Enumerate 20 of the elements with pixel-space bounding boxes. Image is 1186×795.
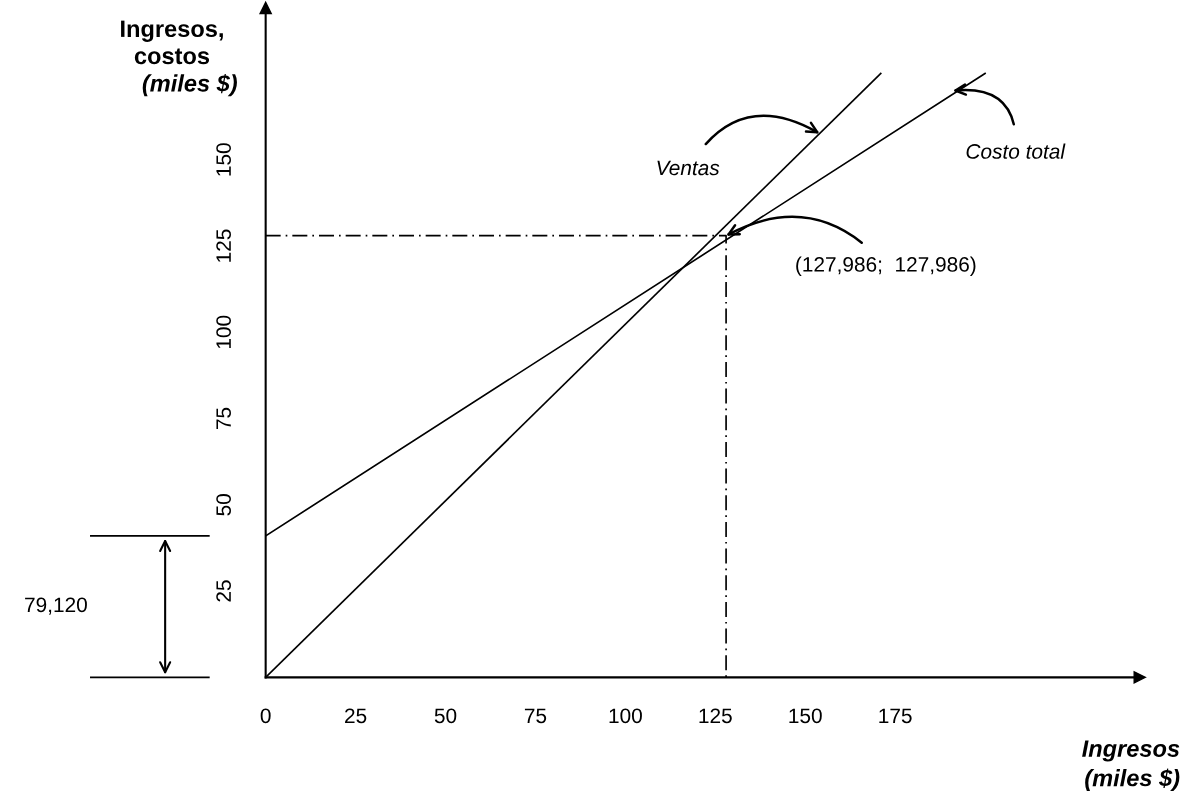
y-tick-label: 125 bbox=[216, 229, 231, 262]
y-axis-title: Ingresos, costos (miles $) bbox=[121, 20, 237, 97]
x-tick-label: 125 bbox=[699, 708, 732, 724]
annotation: Costo total bbox=[966, 143, 1066, 159]
y-tick-label: 75 bbox=[216, 407, 231, 430]
y-tick-label: 150 bbox=[216, 143, 231, 176]
x-axis-title: Ingresos (miles $) bbox=[1082, 740, 1180, 792]
y-tick-label: 50 bbox=[216, 494, 231, 516]
x-tick-label: 50 bbox=[434, 708, 457, 724]
x-tick-label: 75 bbox=[524, 708, 547, 724]
text: 79,120 bbox=[25, 597, 87, 615]
x-tick-label: 175 bbox=[879, 708, 912, 724]
x-tick-label: 0 bbox=[260, 708, 271, 724]
y-tick-label: 25 bbox=[216, 580, 231, 602]
x-tick-label: 25 bbox=[345, 708, 367, 724]
x-tick-label: 100 bbox=[609, 708, 642, 724]
x-tick-label: 150 bbox=[789, 708, 822, 724]
y-tick-label: 100 bbox=[216, 315, 231, 349]
annotation: Ventas bbox=[657, 160, 720, 176]
annotation: (127,986; 127,986) bbox=[796, 256, 976, 276]
